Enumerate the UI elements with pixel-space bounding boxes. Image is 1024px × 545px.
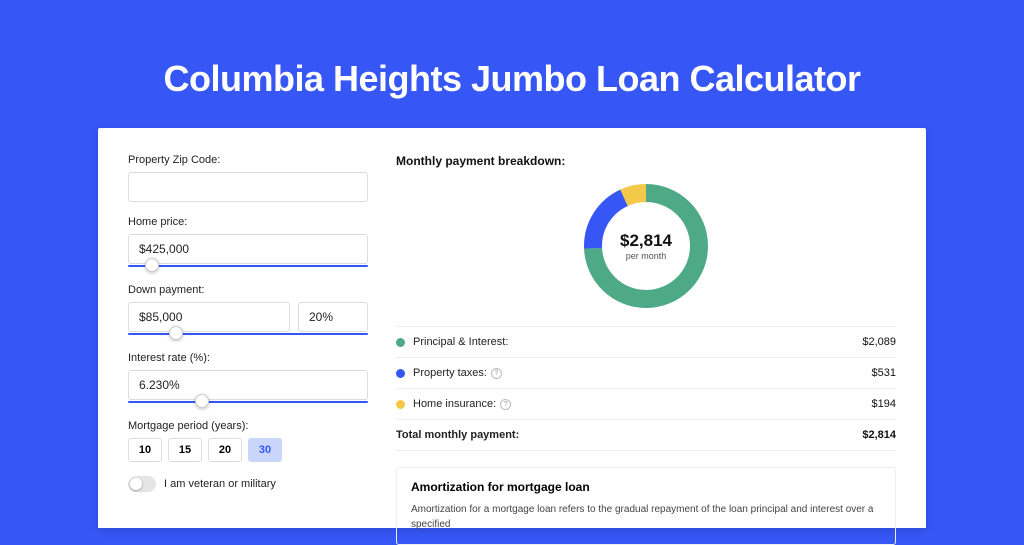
period-button-group: 10152030 xyxy=(128,438,368,462)
breakdown-row: Principal & Interest: $2,089 xyxy=(396,327,896,358)
calculator-card: Property Zip Code: Home price: Down paym… xyxy=(98,128,926,528)
breakdown-row: Property taxes:? $531 xyxy=(396,358,896,389)
info-icon[interactable]: ? xyxy=(491,368,502,379)
home-price-field: Home price: xyxy=(128,216,368,270)
down-payment-field: Down payment: xyxy=(128,284,368,338)
legend-swatch xyxy=(396,400,405,409)
info-icon[interactable]: ? xyxy=(500,399,511,410)
donut-sub-label: per month xyxy=(626,251,667,261)
veteran-row: I am veteran or military xyxy=(128,476,368,492)
veteran-toggle[interactable] xyxy=(128,476,156,492)
interest-rate-input[interactable] xyxy=(128,370,368,400)
legend-swatch xyxy=(396,369,405,378)
breakdown-row: Home insurance:? $194 xyxy=(396,389,896,420)
home-price-input[interactable] xyxy=(128,234,368,264)
breakdown-row-value: $2,089 xyxy=(862,336,896,348)
home-price-slider[interactable] xyxy=(128,262,368,270)
legend-swatch xyxy=(396,338,405,347)
slider-thumb[interactable] xyxy=(145,258,159,272)
slider-thumb[interactable] xyxy=(195,394,209,408)
slider-thumb[interactable] xyxy=(169,326,183,340)
breakdown-row-value: $531 xyxy=(872,367,896,379)
interest-rate-field: Interest rate (%): xyxy=(128,352,368,406)
donut-center: $2,814 per month xyxy=(584,184,708,308)
mortgage-period-label: Mortgage period (years): xyxy=(128,420,368,432)
donut-amount: $2,814 xyxy=(620,231,672,251)
slider-track xyxy=(128,333,368,335)
interest-rate-label: Interest rate (%): xyxy=(128,352,368,364)
down-payment-amount-input[interactable] xyxy=(128,302,290,332)
zip-field: Property Zip Code: xyxy=(128,154,368,202)
zip-input[interactable] xyxy=(128,172,368,202)
amortization-title: Amortization for mortgage loan xyxy=(411,480,881,494)
breakdown-total-row: Total monthly payment: $2,814 xyxy=(396,420,896,451)
period-button-15[interactable]: 15 xyxy=(168,438,202,462)
total-value: $2,814 xyxy=(862,429,896,441)
period-button-20[interactable]: 20 xyxy=(208,438,242,462)
zip-label: Property Zip Code: xyxy=(128,154,368,166)
donut-chart: $2,814 per month xyxy=(584,184,708,308)
breakdown-title: Monthly payment breakdown: xyxy=(396,154,896,168)
slider-track xyxy=(128,265,368,267)
breakdown-row-label: Principal & Interest: xyxy=(413,336,508,348)
down-payment-label: Down payment: xyxy=(128,284,368,296)
home-price-label: Home price: xyxy=(128,216,368,228)
breakdown-column: Monthly payment breakdown: $2,814 per mo… xyxy=(396,154,896,528)
inputs-column: Property Zip Code: Home price: Down paym… xyxy=(128,154,368,528)
breakdown-row-label: Property taxes: xyxy=(413,367,487,379)
down-payment-percent-input[interactable] xyxy=(298,302,368,332)
interest-rate-slider[interactable] xyxy=(128,398,368,406)
total-label: Total monthly payment: xyxy=(396,429,519,441)
down-payment-slider[interactable] xyxy=(128,330,368,338)
mortgage-period-field: Mortgage period (years): 10152030 xyxy=(128,420,368,462)
breakdown-row-label: Home insurance: xyxy=(413,398,496,410)
period-button-30[interactable]: 30 xyxy=(248,438,282,462)
breakdown-row-value: $194 xyxy=(872,398,896,410)
amortization-section: Amortization for mortgage loan Amortizat… xyxy=(396,467,896,545)
page-title: Columbia Heights Jumbo Loan Calculator xyxy=(0,0,1024,128)
donut-chart-wrap: $2,814 per month xyxy=(396,184,896,308)
veteran-label: I am veteran or military xyxy=(164,478,276,490)
period-button-10[interactable]: 10 xyxy=(128,438,162,462)
breakdown-list: Principal & Interest: $2,089 Property taxe… xyxy=(396,326,896,451)
amortization-text: Amortization for a mortgage loan refers … xyxy=(411,502,881,532)
slider-track xyxy=(128,401,368,403)
